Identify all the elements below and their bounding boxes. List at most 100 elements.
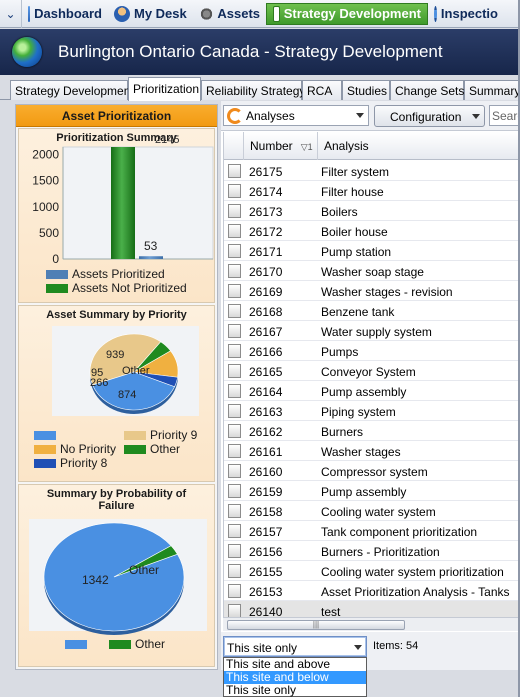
tab-rca[interactable]: RCA [302,80,342,100]
grid-header-number[interactable]: Number ▽1 [244,132,318,160]
table-row[interactable]: 26153 Asset Prioritization Analysis - Tan… [224,581,520,601]
table-row[interactable]: 26159 Pump assembly [224,481,520,501]
table-row[interactable]: 26173 Boilers [224,201,520,221]
option-site-only[interactable]: This site only [226,683,297,697]
document-icon[interactable] [228,604,241,617]
document-icon[interactable] [228,404,241,418]
nav-assets[interactable]: Assets [194,2,266,26]
pie2-slice-other[interactable] [113,545,178,578]
table-row[interactable]: 26158 Cooling water system [224,501,520,521]
legend-swatch-other [124,445,146,455]
document-icon[interactable] [228,424,241,438]
document-icon[interactable] [228,284,241,298]
row-analysis-name: test [321,605,341,617]
document-icon[interactable] [228,324,241,338]
legend-swatch-prioritized [46,270,68,280]
scrollbar-thumb[interactable]: ||| [227,620,405,630]
table-row[interactable]: 26164 Pump assembly [224,381,520,401]
pie1-slice-priority-9[interactable] [89,333,162,386]
option-site-and-above[interactable]: This site and above [226,657,331,671]
tab-reliability-strategy[interactable]: Reliability Strategy [201,80,305,100]
table-row[interactable]: 26167 Water supply system [224,321,520,341]
document-icon[interactable] [228,484,241,498]
row-analysis-name: Water supply system [321,325,432,339]
tab-change-sets[interactable]: Change Sets [390,80,464,100]
table-row[interactable]: 26168 Benzene tank [224,301,520,321]
row-number: 26172 [249,225,283,239]
table-row[interactable]: 26169 Washer stages - revision [224,281,520,301]
document-icon[interactable] [228,444,241,458]
bar-prioritized[interactable] [139,256,163,259]
site-scope-select[interactable]: This site only [223,636,367,657]
bar-y-tick: 0 [52,252,59,266]
table-row[interactable]: 26174 Filter house [224,181,520,201]
pie1-slice-unlabeled[interactable] [92,371,175,411]
table-row[interactable]: 26175 Filter system [224,161,520,181]
bar-not-prioritized[interactable] [111,147,135,259]
table-row[interactable]: 26170 Washer soap stage [224,261,520,281]
grid-header-analysis[interactable]: Analysis [324,139,369,153]
splitter-handle[interactable]: ⋮ [217,373,226,389]
option-site-and-below[interactable]: This site and below [224,671,366,684]
document-icon[interactable] [228,204,241,218]
tab-studies[interactable]: Studies [342,80,390,100]
configuration-button[interactable]: Configuration [374,105,485,127]
nav-inspection[interactable]: Inspectio [428,2,498,26]
document-icon[interactable] [228,344,241,358]
table-row[interactable]: 26157 Tank component prioritization [224,521,520,541]
document-icon[interactable] [228,384,241,398]
row-number: 26166 [249,345,283,359]
row-analysis-name: Boilers [321,205,358,219]
document-icon[interactable] [228,224,241,238]
table-row[interactable]: 26160 Compressor system [224,461,520,481]
row-number: 26164 [249,385,283,399]
tab-summary[interactable]: Summary [464,80,520,100]
legend-probability-other: Other [109,637,165,651]
table-row[interactable]: 26162 Burners [224,421,520,441]
document-icon[interactable] [228,544,241,558]
table-row[interactable]: 26140 test [224,601,520,617]
analyses-dropdown[interactable]: Analyses [223,105,369,126]
nav-dashboard[interactable]: Dashboard [22,2,108,26]
document-icon[interactable] [228,244,241,258]
document-icon[interactable] [228,584,241,598]
asset-summary-priority-card: Asset Summary by Priority 939 Other 95 2… [18,305,215,482]
document-icon[interactable] [228,364,241,378]
tab-strategy-development[interactable]: Strategy Development [10,80,134,100]
table-row[interactable]: 26163 Piping system [224,401,520,421]
document-icon[interactable] [228,564,241,578]
table-row[interactable]: 26171 Pump station [224,241,520,261]
legend-label-no-priority: No Priority [60,442,117,456]
pie2-label-1342: 1342 [82,573,109,587]
nav-strategy-development[interactable]: Strategy Development [266,2,428,25]
table-row[interactable]: 26166 Pumps [224,341,520,361]
document-icon[interactable] [228,504,241,518]
tab-prioritization[interactable]: Prioritization [128,77,201,101]
table-row[interactable]: 26156 Burners - Prioritization [224,541,520,561]
table-row[interactable]: 26161 Washer stages [224,441,520,461]
bar-y-tick: 1000 [32,200,59,214]
document-icon[interactable] [228,184,241,198]
probability-failure-pie-chart: 1342 Other [29,519,207,635]
row-number: 26168 [249,305,283,319]
table-row[interactable]: 26165 Conveyor System [224,361,520,381]
grid-header-number-label: Number [250,139,293,153]
document-icon[interactable] [228,464,241,478]
document-icon[interactable] [228,164,241,178]
nav-menu-chevron-icon[interactable]: ⌄ [0,0,22,28]
table-row[interactable]: 26172 Boiler house [224,221,520,241]
bar-y-tick: 2000 [32,148,59,162]
legend-swatch-no-priority [34,445,56,455]
document-icon[interactable] [228,524,241,538]
document-icon[interactable] [228,304,241,318]
horizontal-scrollbar[interactable]: ||| [223,617,520,631]
row-analysis-name: Filter house [321,185,384,199]
legend-label-not-prioritized: Assets Not Prioritized [72,281,187,295]
search-input[interactable]: Search [489,105,520,126]
table-row[interactable]: 26155 Cooling water system prioritization [224,561,520,581]
row-analysis-name: Benzene tank [321,305,395,319]
asset-prioritization-panel: Asset Prioritization Prioritization Summ… [15,104,218,670]
document-icon[interactable] [228,264,241,278]
nav-my-desk[interactable]: My Desk [108,2,194,26]
window-right-edge [518,0,520,697]
